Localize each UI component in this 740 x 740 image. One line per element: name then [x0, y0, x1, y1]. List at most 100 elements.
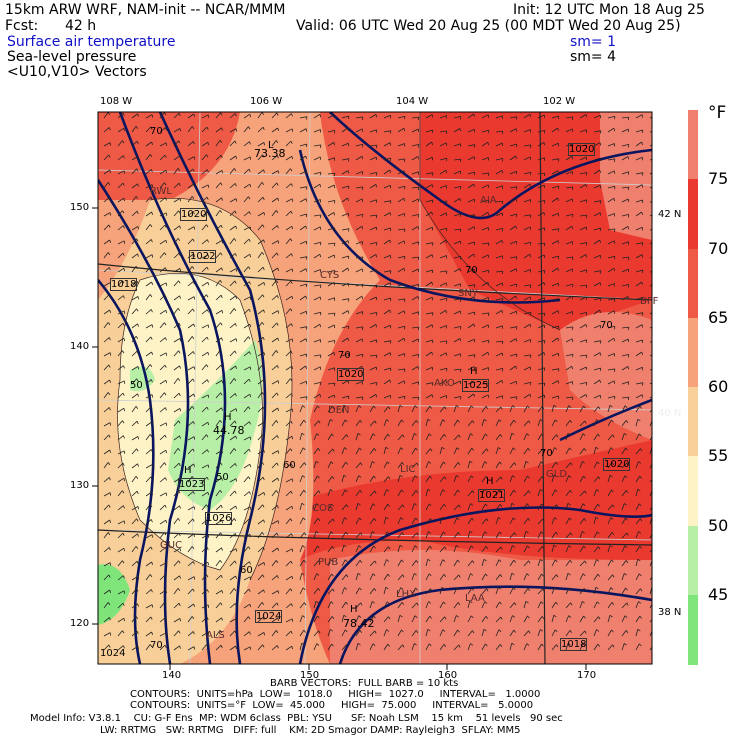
wind-barb-flag	[637, 488, 641, 492]
wind-barb	[145, 184, 153, 189]
wind-barb-flag	[641, 254, 644, 258]
wind-barb	[621, 354, 629, 357]
wind-barb	[425, 366, 433, 371]
wind-barb-flag	[316, 643, 320, 646]
wind-barb	[621, 186, 629, 189]
wind-barb	[313, 253, 321, 259]
wind-barb	[467, 253, 474, 259]
wind-barb-flag	[388, 406, 391, 410]
wind-barb-flag	[235, 295, 237, 300]
wind-barb	[313, 545, 318, 553]
wind-barb	[649, 382, 652, 385]
wind-barb-flag	[234, 280, 237, 284]
wind-barb	[103, 434, 110, 441]
wind-barb-flag	[137, 366, 139, 370]
wind-barb	[509, 213, 517, 217]
wind-barb-flag	[206, 504, 209, 508]
wind-barb	[355, 311, 363, 315]
wind-barb-flag	[417, 397, 420, 401]
wind-barb	[481, 211, 489, 217]
wind-barb-flag	[331, 573, 334, 577]
wind-barb-flag	[220, 505, 223, 509]
wind-barb	[201, 224, 207, 231]
wind-barb-flag	[219, 420, 223, 423]
wind-barb	[383, 406, 389, 413]
wind-barb	[467, 381, 475, 385]
temp-label: 70	[150, 640, 163, 651]
wind-barb-flag	[136, 518, 139, 522]
wind-barb-flag	[360, 602, 363, 606]
wind-barb	[467, 128, 475, 133]
grid-x-label: 150	[300, 670, 320, 681]
wind-barb	[117, 590, 125, 595]
wind-barb	[229, 225, 236, 231]
wind-barb-flag	[599, 169, 601, 174]
wind-barb	[383, 573, 389, 581]
wind-barb-flag	[653, 560, 655, 562]
wind-barb-flag	[234, 420, 237, 424]
wind-barb-flag	[499, 504, 503, 508]
wind-barb	[103, 212, 111, 217]
wind-barb-flag	[359, 420, 363, 423]
wind-barb	[565, 643, 569, 651]
wind-barb	[509, 629, 515, 637]
wind-barb	[495, 434, 501, 441]
wind-barb-flag	[108, 294, 111, 298]
temp-fill-se	[330, 550, 652, 664]
wind-barb	[201, 434, 207, 441]
wind-barb	[299, 475, 303, 483]
wind-barb	[467, 226, 475, 231]
wind-barb-flag	[639, 615, 643, 619]
wind-barb-flag	[361, 226, 363, 230]
wind-barb	[215, 462, 221, 469]
wind-barb-flag	[656, 143, 657, 146]
wind-barb	[397, 559, 402, 567]
wind-barb-flag	[527, 475, 530, 479]
wind-barb	[635, 503, 640, 511]
wind-barb-flag	[275, 630, 279, 634]
wind-barb-flag	[302, 615, 306, 618]
wind-barb-flag	[572, 256, 574, 260]
wind-barb-flag	[249, 436, 252, 440]
wind-barb-flag	[570, 602, 573, 606]
wind-barb-flag	[638, 573, 642, 577]
wind-barb-flag	[361, 338, 364, 342]
wind-barb-flag	[123, 478, 125, 482]
wind-barb	[635, 433, 640, 441]
wind-barb-flag	[639, 475, 643, 479]
wind-barb-flag	[150, 379, 153, 383]
wind-barb	[537, 282, 545, 287]
wind-barb	[397, 644, 403, 651]
wind-barb	[411, 226, 419, 231]
wind-barb-flag	[485, 406, 489, 409]
wind-barb	[481, 141, 489, 147]
wind-barb-flag	[526, 573, 530, 576]
wind-barb-flag	[109, 379, 111, 384]
wind-barb-flag	[207, 142, 209, 146]
wind-barb-flag	[584, 490, 587, 494]
wind-barb-flag	[305, 155, 307, 160]
wind-barb-flag	[403, 268, 405, 272]
wind-barb-flag	[568, 405, 572, 408]
wind-barb-flag	[302, 447, 306, 451]
wind-barb-flag	[122, 210, 125, 214]
wind-barb-flag	[389, 169, 391, 174]
wind-barb-flag	[261, 392, 265, 395]
wind-barb-flag	[192, 281, 195, 285]
wind-barb	[299, 186, 307, 189]
wind-barb-flag	[207, 239, 209, 243]
wind-barb	[145, 154, 151, 161]
wind-barb-flag	[249, 394, 251, 398]
wind-barb	[257, 182, 263, 189]
wind-barb-flag	[192, 141, 195, 145]
wind-barb	[173, 210, 179, 217]
wind-barb-flag	[291, 323, 293, 327]
wind-barb	[411, 116, 419, 119]
wind-barb	[145, 604, 153, 609]
wind-barb-flag	[249, 646, 252, 650]
wind-barb-flag	[598, 616, 601, 620]
wind-barb	[467, 366, 475, 371]
wind-barb-flag	[526, 433, 530, 436]
wind-barb-flag	[275, 420, 279, 424]
temp-label: 70	[465, 265, 478, 276]
